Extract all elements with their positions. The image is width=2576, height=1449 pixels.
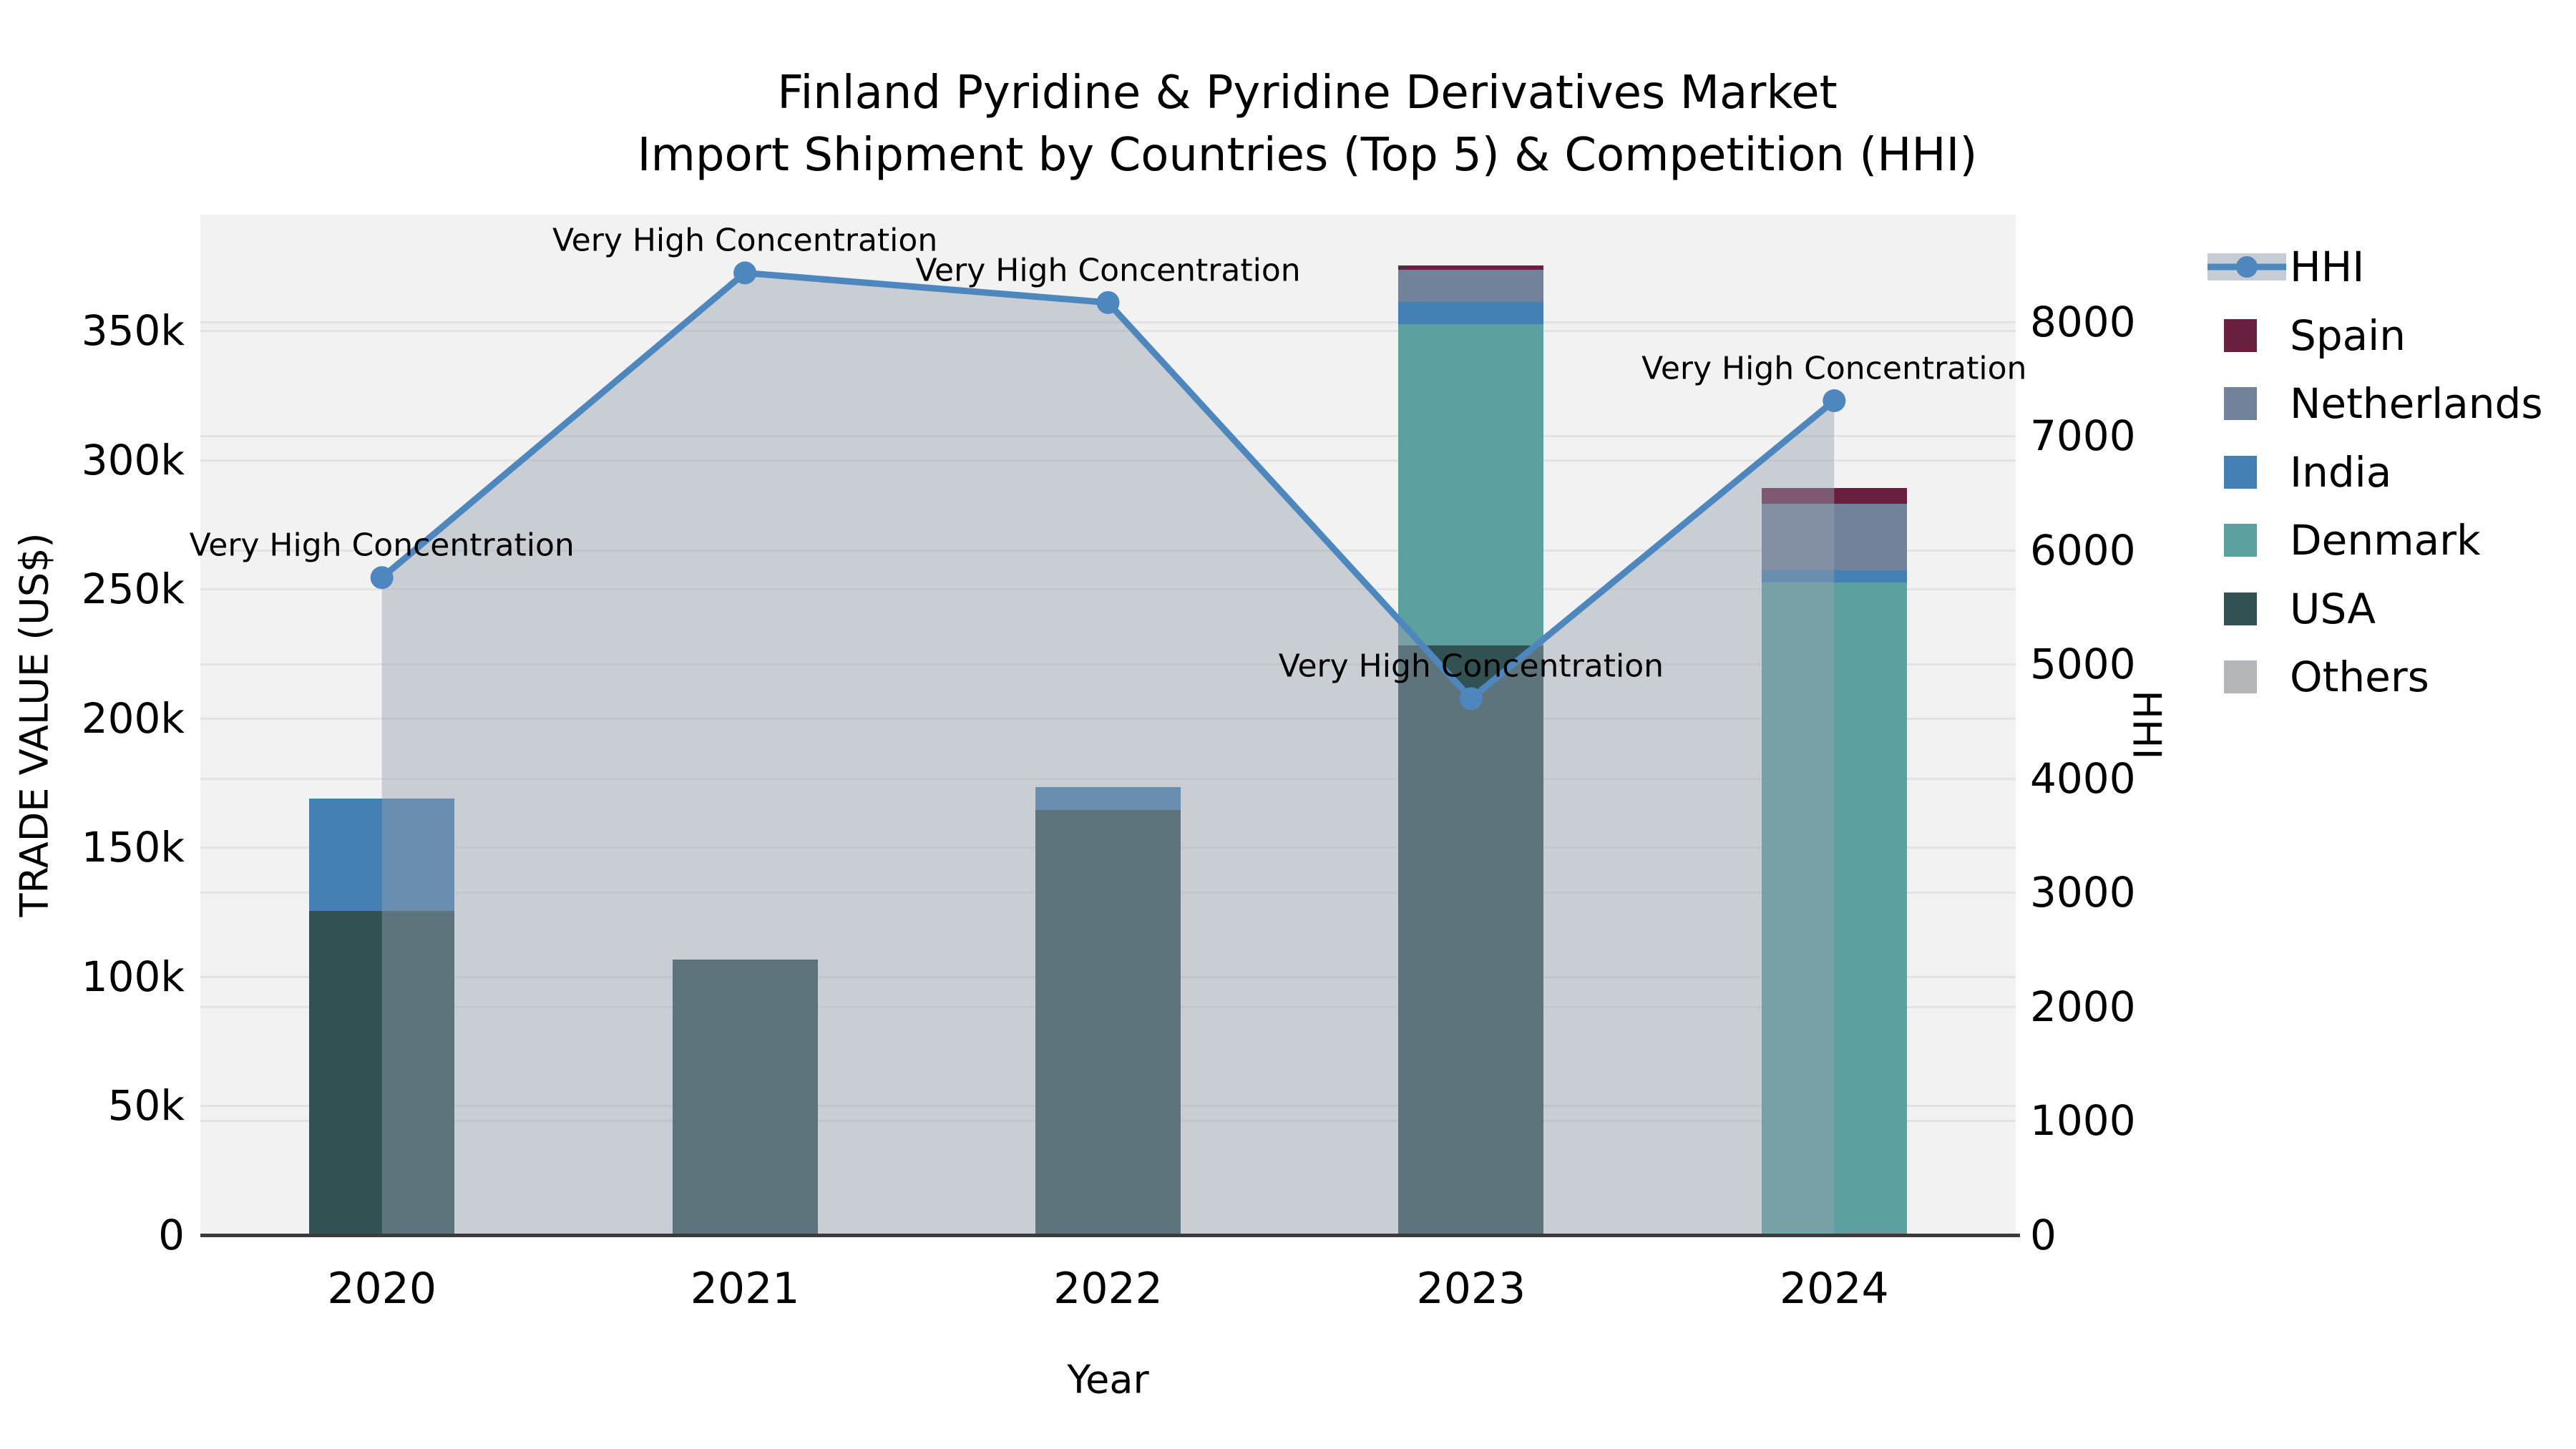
hhi-area-fill <box>381 273 1835 1235</box>
legend-item-denmark: Denmark <box>2197 516 2569 565</box>
gridline-right-4000 <box>200 777 2016 780</box>
hhi-marker-2022 <box>1096 291 1120 314</box>
gridline-right-8000 <box>200 321 2016 323</box>
legend-item-india: India <box>2197 447 2569 497</box>
gridline-left-350k <box>200 330 2016 333</box>
y-right-tick-5000: 5000 <box>2030 640 2136 689</box>
y-left-tick-0: 0 <box>158 1211 185 1259</box>
x-tick-2021: 2021 <box>690 1264 800 1314</box>
bar-segment-usa-2022 <box>1035 810 1181 1235</box>
y-left-tick-250k: 250k <box>81 565 185 614</box>
bar-segment-usa-2023 <box>1398 645 1544 1235</box>
x-axis-label: Year <box>1067 1357 1149 1402</box>
legend-item-spain: Spain <box>2197 311 2569 360</box>
annotation-2021: Very High Concentration <box>552 222 938 259</box>
legend-item-others: Others <box>2197 653 2569 701</box>
y-left-tick-150k: 150k <box>81 823 185 872</box>
bar-segment-usa-2020 <box>309 910 455 1235</box>
hhi-marker-2021 <box>733 261 757 285</box>
hhi-marker-2023 <box>1459 687 1483 711</box>
legend-label-hhi: HHI <box>2290 243 2365 291</box>
x-tick-2023: 2023 <box>1416 1264 1526 1314</box>
y-right-tick-6000: 6000 <box>2030 525 2136 575</box>
y-left-tick-200k: 200k <box>81 693 185 743</box>
legend-label-others: Others <box>2290 653 2429 701</box>
bar-segment-denmark-2023 <box>1398 324 1544 646</box>
gridline-right-7000 <box>200 435 2016 438</box>
bar-segment-netherlands-2023 <box>1398 270 1544 302</box>
gridline-right-5000 <box>200 663 2016 666</box>
annotation-2024: Very High Concentration <box>1641 350 2027 387</box>
legend-label-india: India <box>2290 447 2392 497</box>
bar-segment-netherlands-2024 <box>1761 503 1907 571</box>
bar-segment-india-2024 <box>1761 570 1907 583</box>
gridline-left-200k <box>200 717 2016 720</box>
legend-label-netherlands: Netherlands <box>2290 379 2543 428</box>
bar-segment-spain-2024 <box>1761 487 1907 504</box>
bar-segment-denmark-2024 <box>1761 582 1907 1235</box>
bar-segment-india-2022 <box>1035 787 1181 811</box>
y-right-tick-7000: 7000 <box>2030 411 2136 461</box>
legend-label-denmark: Denmark <box>2290 516 2481 565</box>
legend-item-netherlands: Netherlands <box>2197 379 2569 428</box>
annotation-2023: Very High Concentration <box>1278 648 1664 685</box>
legend-label-spain: Spain <box>2290 311 2406 360</box>
legend-item-usa: USA <box>2197 584 2569 633</box>
hhi-line-layer <box>370 261 1846 1235</box>
chart-title-line-2: Import Shipment by Countries (Top 5) & C… <box>637 129 1978 182</box>
x-tick-2024: 2024 <box>1779 1264 1889 1314</box>
legend-swatch-spain <box>2224 318 2257 352</box>
y-left-tick-100k: 100k <box>81 952 185 1001</box>
bar-segment-spain-2023 <box>1398 265 1544 270</box>
x-tick-2022: 2022 <box>1053 1264 1163 1314</box>
y-right-tick-0: 0 <box>2030 1211 2057 1259</box>
annotation-2022: Very High Concentration <box>915 252 1301 289</box>
legend-hhi-marker-swatch <box>2236 256 2258 278</box>
hhi-marker-2024 <box>1823 389 1846 412</box>
y-left-tick-50k: 50k <box>107 1081 185 1131</box>
legend-swatch-india <box>2224 455 2257 489</box>
bar-segment-india-2023 <box>1398 301 1544 325</box>
legend-swatch-others <box>2224 660 2257 693</box>
annotation-2020: Very High Concentration <box>189 527 575 564</box>
legend-swatch-usa <box>2224 592 2257 625</box>
hhi-marker-2020 <box>370 566 394 590</box>
y-right-tick-3000: 3000 <box>2030 868 2136 917</box>
gridline-left-300k <box>200 459 2016 462</box>
bar-segment-usa-2021 <box>672 959 818 1235</box>
gridline-left-250k <box>200 588 2016 591</box>
bar-segment-india-2020 <box>309 799 455 911</box>
x-tick-2020: 2020 <box>327 1264 437 1314</box>
y-right-tick-1000: 1000 <box>2030 1096 2136 1146</box>
y-left-tick-300k: 300k <box>81 435 185 484</box>
legend-swatch-netherlands <box>2224 387 2257 420</box>
legend-item-hhi: HHI <box>2197 243 2569 291</box>
y-right-tick-2000: 2000 <box>2030 982 2136 1031</box>
chart-title-line-1: Finland Pyridine & Pyridine Derivatives … <box>777 67 1838 119</box>
y-right-tick-8000: 8000 <box>2030 297 2136 346</box>
y-axis-label-left: TRADE VALUE (US$) <box>11 532 57 917</box>
y-left-tick-350k: 350k <box>81 306 185 356</box>
legend-swatch-denmark <box>2224 524 2257 557</box>
y-right-tick-4000: 4000 <box>2030 753 2136 803</box>
legend-label-usa: USA <box>2290 584 2376 633</box>
y-axis-label-right: HHI <box>2124 690 2170 760</box>
plot-area: Very High Concentration Very High Concent… <box>190 215 2026 1235</box>
x-axis-line <box>200 1234 2020 1237</box>
gridline-right-6000 <box>200 549 2016 552</box>
